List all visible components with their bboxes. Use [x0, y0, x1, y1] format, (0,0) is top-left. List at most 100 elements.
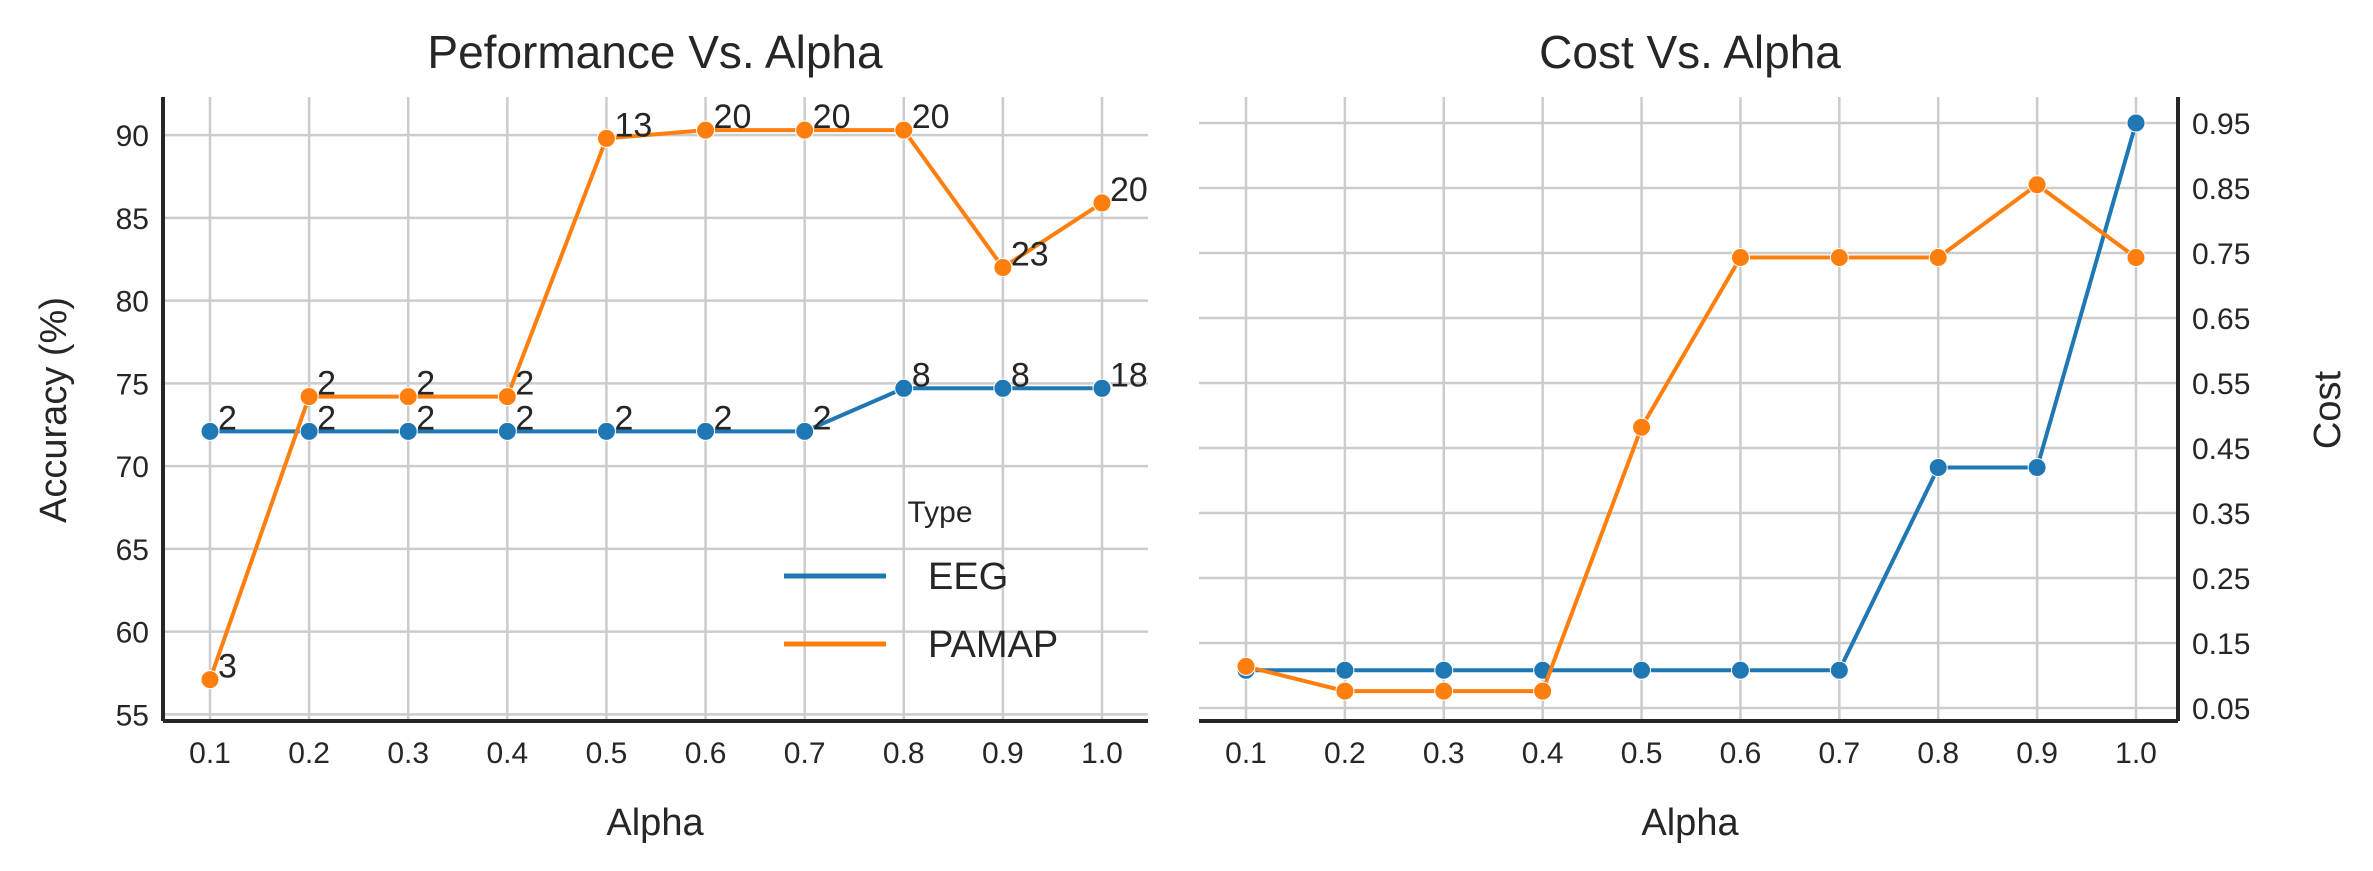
data-label: 2	[218, 399, 237, 437]
x-tick-label: 0.3	[1423, 737, 1465, 770]
performance-chart: Peformance Vs. Alpha Alpha Accuracy (%) …	[33, 26, 1148, 844]
series-line	[1245, 182, 2138, 694]
y-axis-label: Cost	[2307, 370, 2349, 449]
data-label: 20	[1110, 171, 1148, 209]
y-tick-label: 0.95	[2192, 108, 2250, 141]
data-label: 2	[515, 365, 534, 403]
data-point	[497, 387, 517, 407]
cost-chart: Cost Vs. Alpha Alpha Cost 0.1 0.2 0.3 0.4 0.…	[1199, 26, 2349, 844]
data-label: 2	[317, 365, 336, 403]
data-point	[1092, 378, 1112, 398]
data-point	[1730, 660, 1750, 680]
data-point	[894, 378, 914, 398]
data-label: 2	[515, 399, 534, 437]
data-point	[200, 421, 220, 441]
x-tick-label: 0.5	[1621, 737, 1663, 770]
data-point	[2126, 113, 2146, 133]
x-tick-label: 0.9	[982, 737, 1024, 770]
legend: Type EEG PAMAP	[784, 496, 1058, 666]
x-tick-label: 0.5	[586, 737, 628, 770]
data-point	[398, 387, 418, 407]
data-label: 2	[317, 399, 336, 437]
data-point	[1829, 660, 1849, 680]
y-tick-label: 60	[116, 617, 149, 650]
x-tick-label: 0.9	[2016, 737, 2058, 770]
x-tick-label: 0.1	[189, 737, 231, 770]
data-label: 8	[1011, 356, 1030, 394]
data-point	[795, 120, 815, 140]
series-pamap	[1236, 175, 2146, 701]
data-point	[299, 421, 319, 441]
data-point	[1434, 660, 1454, 680]
data-point	[1928, 248, 1948, 268]
data-label: 20	[714, 98, 752, 136]
x-tick-label: 0.4	[1522, 737, 1564, 770]
data-point	[1092, 193, 1112, 213]
data-label: 13	[614, 106, 652, 144]
x-tick-label: 1.0	[2115, 737, 2157, 770]
x-tick-label: 0.7	[784, 737, 826, 770]
legend-label-eeg: EEG	[928, 556, 1008, 598]
data-label: 2	[416, 399, 435, 437]
data-point	[1829, 248, 1849, 268]
data-point	[1928, 458, 1948, 477]
series-line	[1246, 122, 2138, 673]
y-tick-label: 0.65	[2192, 303, 2250, 336]
data-point	[2126, 248, 2146, 268]
x-tick-label: 0.3	[387, 737, 429, 770]
data-point	[993, 378, 1013, 398]
data-label: 18	[1110, 356, 1148, 394]
y-tick-label: 0.45	[2192, 433, 2250, 466]
legend-label-pamap: PAMAP	[928, 624, 1058, 666]
y-tick-label: 0.15	[2192, 628, 2250, 661]
x-tick-label: 0.2	[1324, 737, 1366, 770]
y-tick-label: 0.75	[2192, 238, 2250, 271]
y-tick-label: 0.35	[2192, 498, 2250, 531]
y-tick-label: 85	[116, 203, 149, 236]
data-point	[497, 421, 517, 441]
data-label: 8	[912, 356, 931, 394]
series-eeg	[1236, 113, 2146, 680]
data-point	[398, 421, 418, 441]
data-label: 20	[813, 98, 851, 136]
data-point	[1236, 656, 1256, 676]
data-point	[894, 120, 914, 140]
x-tick-label: 1.0	[1081, 737, 1123, 770]
y-axis-label: Accuracy (%)	[33, 297, 75, 523]
data-point	[1632, 660, 1652, 680]
x-tick-label: 0.6	[1720, 737, 1762, 770]
data-point	[795, 421, 815, 441]
data-point	[696, 421, 716, 441]
data-point	[1434, 681, 1454, 701]
y-tick-label: 65	[116, 534, 149, 567]
data-label: 2	[714, 399, 733, 437]
series-line	[208, 128, 1104, 681]
x-tick-label: 0.8	[1917, 737, 1959, 770]
data-point	[2027, 175, 2047, 195]
series-line	[210, 386, 1102, 434]
data-point	[1730, 248, 1750, 268]
data-label: 2	[416, 365, 435, 403]
y-tick-label: 70	[116, 451, 149, 484]
data-label: 3	[218, 648, 237, 686]
x-axis-label: Alpha	[1641, 802, 1739, 844]
y-tick-label: 75	[116, 368, 149, 401]
data-point	[1335, 681, 1355, 701]
data-point	[2027, 458, 2047, 477]
x-tick-label: 0.6	[685, 737, 727, 770]
data-point	[1533, 681, 1553, 701]
data-point	[1632, 417, 1652, 437]
grid	[1199, 97, 2178, 721]
data-label: 2	[813, 399, 832, 437]
data-point	[1335, 660, 1355, 680]
y-tick-label: 0.25	[2192, 563, 2250, 596]
data-point	[596, 128, 616, 148]
x-tick-label: 0.7	[1818, 737, 1860, 770]
y-tick-label: 55	[116, 699, 149, 732]
y-tick-label: 0.55	[2192, 368, 2250, 401]
y-tick-label: 0.85	[2192, 173, 2250, 206]
data-point	[993, 257, 1013, 277]
chart-title: Cost Vs. Alpha	[1539, 26, 1841, 78]
data-label: 20	[912, 98, 950, 136]
